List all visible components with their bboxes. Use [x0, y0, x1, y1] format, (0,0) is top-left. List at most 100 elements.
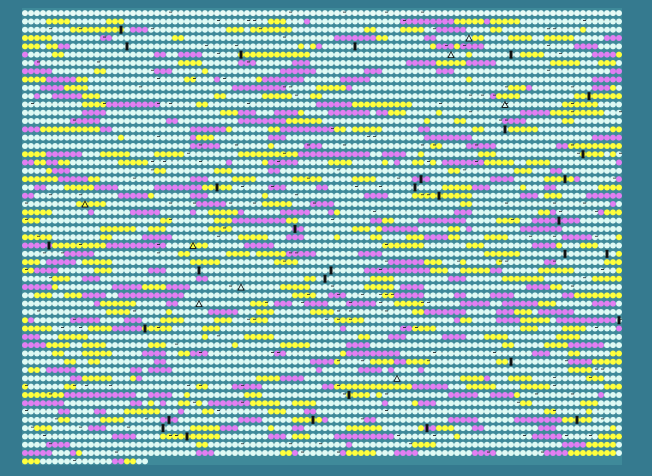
tile: [346, 317, 352, 324]
tile: [28, 43, 34, 50]
tile: [556, 35, 562, 42]
tile: [406, 159, 412, 166]
tile: [118, 300, 124, 307]
tile: [76, 209, 82, 216]
tile: [214, 275, 220, 282]
tile: [280, 267, 286, 274]
tile: [448, 43, 454, 50]
tile: [136, 350, 142, 357]
tile: [160, 325, 166, 332]
tile: [268, 84, 274, 91]
tile: [514, 68, 520, 75]
tile: [136, 284, 142, 291]
tile: [214, 267, 220, 274]
tile: [274, 10, 280, 17]
tile: [166, 109, 172, 116]
tile: [376, 317, 382, 324]
tile: [178, 308, 184, 315]
tile: [190, 292, 196, 299]
tile: [388, 35, 394, 42]
tile: [172, 284, 178, 291]
tile: [376, 151, 382, 158]
tile: [178, 68, 184, 75]
tile: [448, 51, 454, 58]
tile: [274, 142, 280, 149]
tile: [550, 126, 556, 133]
tile: [220, 275, 226, 282]
tile: [430, 59, 436, 66]
tile: [82, 101, 88, 108]
tile: [496, 176, 502, 183]
tile: [28, 391, 34, 398]
tile: [334, 142, 340, 149]
tile: [520, 142, 526, 149]
tile: [568, 391, 574, 398]
tile: [364, 391, 370, 398]
tile: [244, 167, 250, 174]
tile: [232, 142, 238, 149]
tile: [82, 225, 88, 232]
tile: [286, 259, 292, 266]
tile: [304, 250, 310, 257]
tile: [64, 242, 70, 249]
tile: [172, 242, 178, 249]
tile: [136, 259, 142, 266]
tile: [154, 300, 160, 307]
tile: [586, 367, 592, 374]
tile: [232, 93, 238, 100]
tile: [472, 142, 478, 149]
tile: [172, 126, 178, 133]
tile: [112, 225, 118, 232]
tile: [70, 333, 76, 340]
tile: [412, 134, 418, 141]
tile: [574, 184, 580, 191]
tile: [310, 284, 316, 291]
tile: [190, 342, 196, 349]
tile: [358, 250, 364, 257]
tile: [46, 126, 52, 133]
tile: [586, 308, 592, 315]
tile: [142, 184, 148, 191]
tile: [88, 267, 94, 274]
tile: [220, 317, 226, 324]
tile: [616, 134, 622, 141]
tile: [394, 209, 400, 216]
tile: [454, 292, 460, 299]
tile: [40, 325, 46, 332]
tile: [220, 26, 226, 33]
tile: [286, 217, 292, 224]
tile: [154, 209, 160, 216]
tile: [154, 284, 160, 291]
tile: [22, 59, 28, 66]
tile: [142, 234, 148, 241]
tile: [472, 192, 478, 199]
tile: [214, 18, 220, 25]
tile: [544, 383, 550, 390]
tile: [610, 284, 616, 291]
tile: [490, 275, 496, 282]
tile: [538, 192, 544, 199]
tile: [556, 118, 562, 125]
door: [353, 42, 357, 51]
tile: [106, 109, 112, 116]
tile: [46, 400, 52, 407]
tile: [112, 68, 118, 75]
tile: [220, 367, 226, 374]
tile: [148, 358, 154, 365]
tile: [448, 209, 454, 216]
tile: [172, 259, 178, 266]
tile: [352, 59, 358, 66]
tile: [190, 167, 196, 174]
tile: [28, 68, 34, 75]
tile: [226, 10, 232, 17]
tile: [124, 350, 130, 357]
tile: [142, 176, 148, 183]
tile: [370, 275, 376, 282]
tile: [520, 126, 526, 133]
tile: [100, 350, 106, 357]
tile: [268, 142, 274, 149]
tile: [418, 292, 424, 299]
tile: [442, 184, 448, 191]
tile: [334, 10, 340, 17]
tile: [238, 308, 244, 315]
